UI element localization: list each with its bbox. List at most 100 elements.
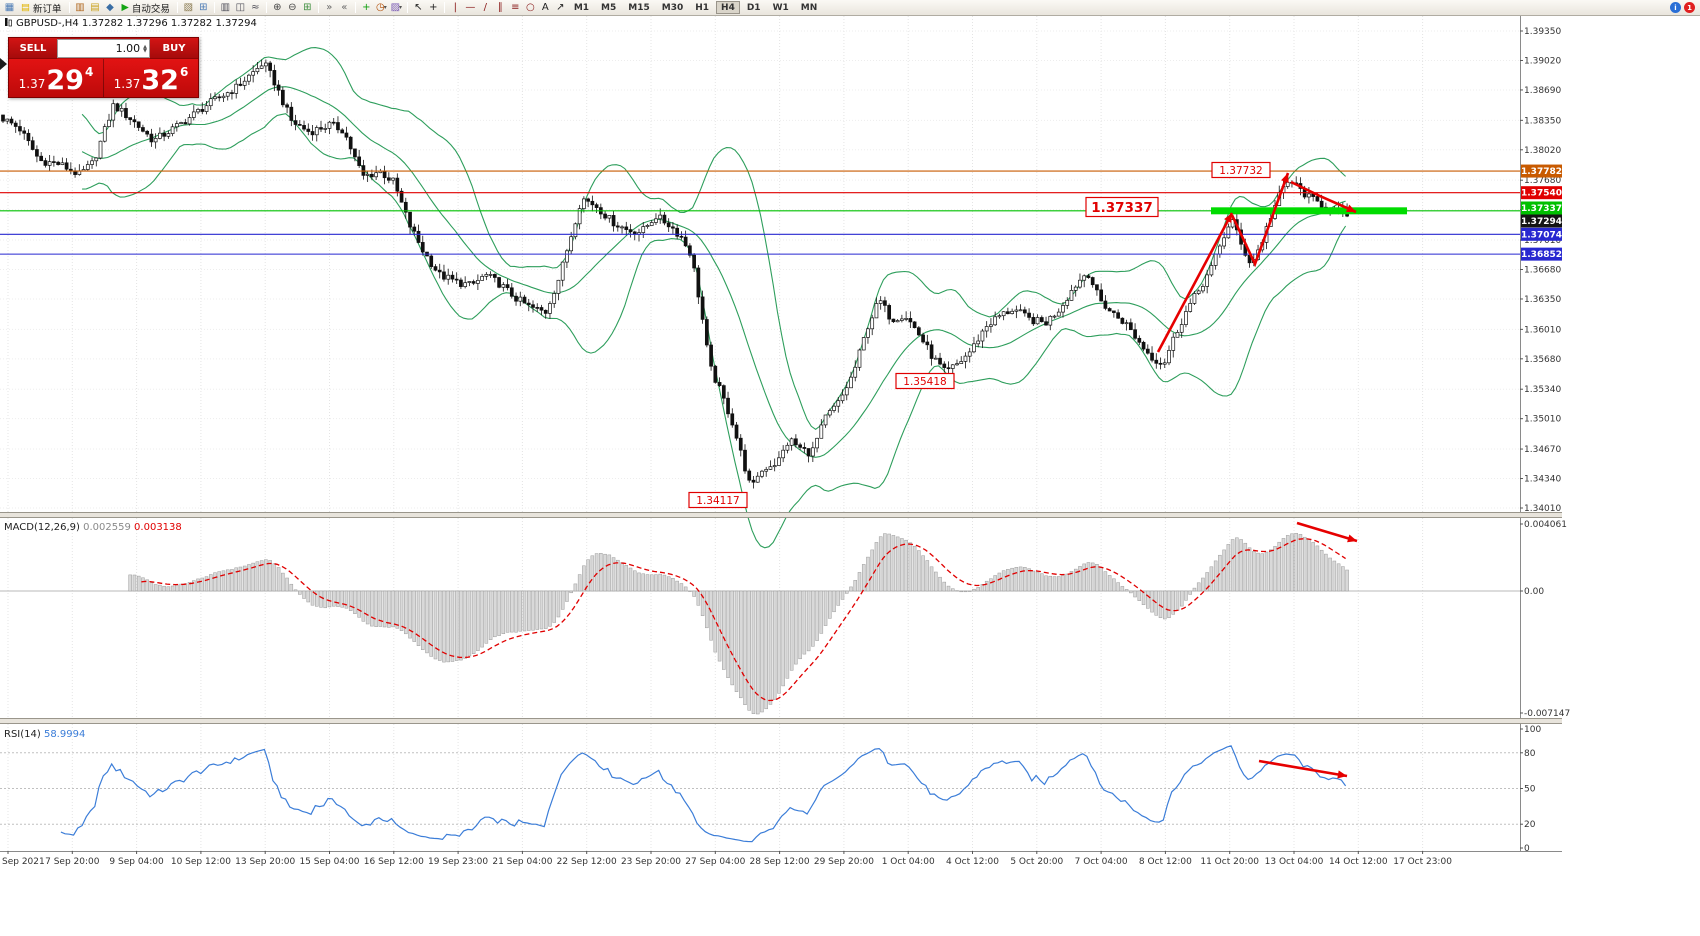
templates-icon[interactable]: ▨ ▾	[390, 1, 403, 13]
navigator-icon[interactable]: ◆	[106, 1, 114, 13]
autotrading-button[interactable]: ▶ 自动交易	[118, 1, 174, 15]
svg-text:1.35010: 1.35010	[1524, 415, 1561, 425]
line-chart-type-icon[interactable]: ≈	[251, 1, 260, 13]
symbol-ohlc-text: GBPUSD-,H4 1.37282 1.37296 1.37282 1.372…	[16, 18, 257, 29]
volume-input[interactable]: 1.00 ▲ ▼	[57, 39, 150, 58]
svg-text:15 Sep 04:00: 15 Sep 04:00	[299, 857, 359, 867]
shapes-icon[interactable]: ○	[525, 1, 535, 13]
svg-text:1.38350: 1.38350	[1524, 116, 1561, 126]
svg-text:17 Oct 23:00: 17 Oct 23:00	[1393, 857, 1452, 867]
pullback-rally-arrow	[1230, 172, 1290, 268]
support-zone-highlight	[1211, 207, 1407, 215]
rsi-arrow	[1258, 759, 1348, 778]
candlestick-chart-type-icon[interactable]: ◫	[235, 1, 246, 13]
timeframe-m15-button[interactable]: M15	[628, 3, 650, 13]
toolbar-separator	[265, 2, 267, 13]
svg-text:27 Sep 04:00: 27 Sep 04:00	[685, 857, 745, 867]
notification-badge[interactable]: 1	[1684, 2, 1695, 13]
svg-text:1.36350: 1.36350	[1524, 295, 1561, 305]
toolbar-separator	[68, 2, 70, 13]
svg-text:1.39020: 1.39020	[1524, 56, 1561, 66]
buy-button[interactable]: BUY	[150, 38, 198, 59]
auto-scroll-icon[interactable]: »	[326, 1, 333, 13]
new-chart-icon[interactable]: ▦	[4, 1, 15, 13]
timeframe-mn-button[interactable]: MN	[800, 3, 818, 13]
time-axis[interactable]: Sep 2021 7 Sep 20:00 9 Sep 04:00 10 Sep 12:…	[2, 851, 1452, 867]
timeframe-m1-button[interactable]: M1	[573, 3, 590, 13]
svg-text:5 Oct 20:00: 5 Oct 20:00	[1010, 857, 1063, 867]
candles	[1, 59, 1349, 489]
panel-collapse-arrow[interactable]	[0, 58, 7, 70]
text-icon[interactable]: A	[541, 1, 549, 13]
rsi-panel[interactable]: 100 80 50 20 0 RSI(14) 58.9994	[0, 725, 1541, 854]
templates-icon-caret[interactable]: ▾	[399, 3, 403, 11]
toolbar-separator	[443, 2, 445, 13]
trendline-icon[interactable]: /	[483, 1, 488, 13]
sell-price-prefix: 1.37	[18, 77, 46, 91]
svg-text:1.34340: 1.34340	[1524, 475, 1561, 485]
volume-decrease-arrow[interactable]: ▼	[143, 47, 147, 54]
charts-grid-icon[interactable]: ⊞	[199, 1, 208, 13]
timeframe-d1-button[interactable]: D1	[746, 3, 761, 13]
svg-text:1.36010: 1.36010	[1524, 325, 1561, 335]
timeframe-m5-button[interactable]: M5	[601, 3, 617, 13]
svg-text:0.00: 0.00	[1524, 587, 1544, 597]
svg-text:16 Sep 12:00: 16 Sep 12:00	[364, 857, 424, 867]
svg-text:Sep 2021: Sep 2021	[2, 857, 45, 867]
current-price-tag	[1521, 214, 1562, 228]
vertical-line-icon[interactable]: |	[453, 1, 458, 13]
market-watch-icon[interactable]: ▥	[75, 1, 85, 13]
channel-icon[interactable]: ∥	[497, 1, 503, 13]
svg-text:0.004061: 0.004061	[1524, 520, 1567, 530]
svg-text:1.35418: 1.35418	[903, 376, 946, 388]
arrows-icon[interactable]: ↗	[556, 1, 565, 13]
indicators-icon[interactable]: +	[362, 1, 371, 13]
rsi-label: RSI(14) 58.9994	[4, 729, 85, 740]
sell-price[interactable]: 1.37 29 4	[9, 59, 104, 97]
svg-text:29 Sep 20:00: 29 Sep 20:00	[814, 857, 874, 867]
volume-increase-arrow[interactable]: ▲	[143, 43, 147, 50]
timeframe-w1-button[interactable]: W1	[772, 3, 789, 13]
horizontal-line-icon[interactable]: —	[465, 1, 476, 13]
trade-panel-top-row: SELL 1.00 ▲ ▼ BUY	[9, 38, 198, 59]
zoom-in-icon[interactable]: ⊕	[273, 1, 282, 13]
svg-text:7 Oct 04:00: 7 Oct 04:00	[1075, 857, 1128, 867]
profiles-icon[interactable]: ▧	[183, 1, 194, 13]
timeframe-h4-button[interactable]: H4	[716, 1, 740, 14]
panel-splitter[interactable]	[0, 718, 1562, 723]
zoom-out-icon[interactable]: ⊖	[288, 1, 297, 13]
toolbar-separator	[213, 2, 215, 13]
grid-lines	[0, 16, 1520, 851]
tile-windows-icon[interactable]: ⊞	[303, 1, 312, 13]
periods-icon-caret[interactable]: ▾	[383, 3, 387, 11]
buy-price[interactable]: 1.37 32 6	[104, 59, 198, 97]
svg-text:8 Oct 12:00: 8 Oct 12:00	[1139, 857, 1192, 867]
svg-text:9 Sep 04:00: 9 Sep 04:00	[109, 857, 164, 867]
data-window-icon[interactable]: ▤	[90, 1, 100, 13]
svg-text:10 Sep 12:00: 10 Sep 12:00	[171, 857, 231, 867]
svg-text:1 Oct 04:00: 1 Oct 04:00	[882, 857, 935, 867]
panel-splitter[interactable]	[0, 512, 1562, 517]
one-click-trading-panel: SELL 1.00 ▲ ▼ BUY 1.37 29 4 1.37 32 6	[8, 37, 199, 98]
svg-text:13 Oct 04:00: 13 Oct 04:00	[1265, 857, 1324, 867]
trade-panel-price-row: 1.37 29 4 1.37 32 6	[9, 59, 198, 97]
sell-button[interactable]: SELL	[9, 38, 57, 59]
fibonacci-icon[interactable]: ≡	[511, 1, 520, 13]
periods-icon[interactable]: ◷ ▾	[375, 1, 387, 13]
community-icon[interactable]: i	[1670, 2, 1681, 13]
bar-chart-type-icon[interactable]: ▥	[220, 1, 231, 13]
svg-text:1.36680: 1.36680	[1524, 266, 1561, 276]
svg-text:1.35340: 1.35340	[1524, 385, 1561, 395]
timeframe-h1-button[interactable]: H1	[695, 3, 710, 13]
annotation-box-1.35418	[895, 372, 955, 390]
buy-price-sup: 6	[179, 65, 189, 79]
new-order-button[interactable]: ▤ 新订单	[17, 1, 66, 15]
timeframe-m30-button[interactable]: M30	[661, 3, 684, 13]
chart-shift-icon[interactable]: «	[341, 1, 348, 13]
drift-down-arrow	[1290, 180, 1357, 214]
macd-panel[interactable]: 0.004061 0.00 -0.007147 MACD(12,26,9) 0.002…	[0, 520, 1570, 719]
price-annotations: 1.37732 1.37337 1.35418 1.34117	[688, 161, 1271, 509]
cursor-icon[interactable]: ↖	[414, 1, 423, 13]
crosshair-icon[interactable]: +	[429, 1, 438, 13]
